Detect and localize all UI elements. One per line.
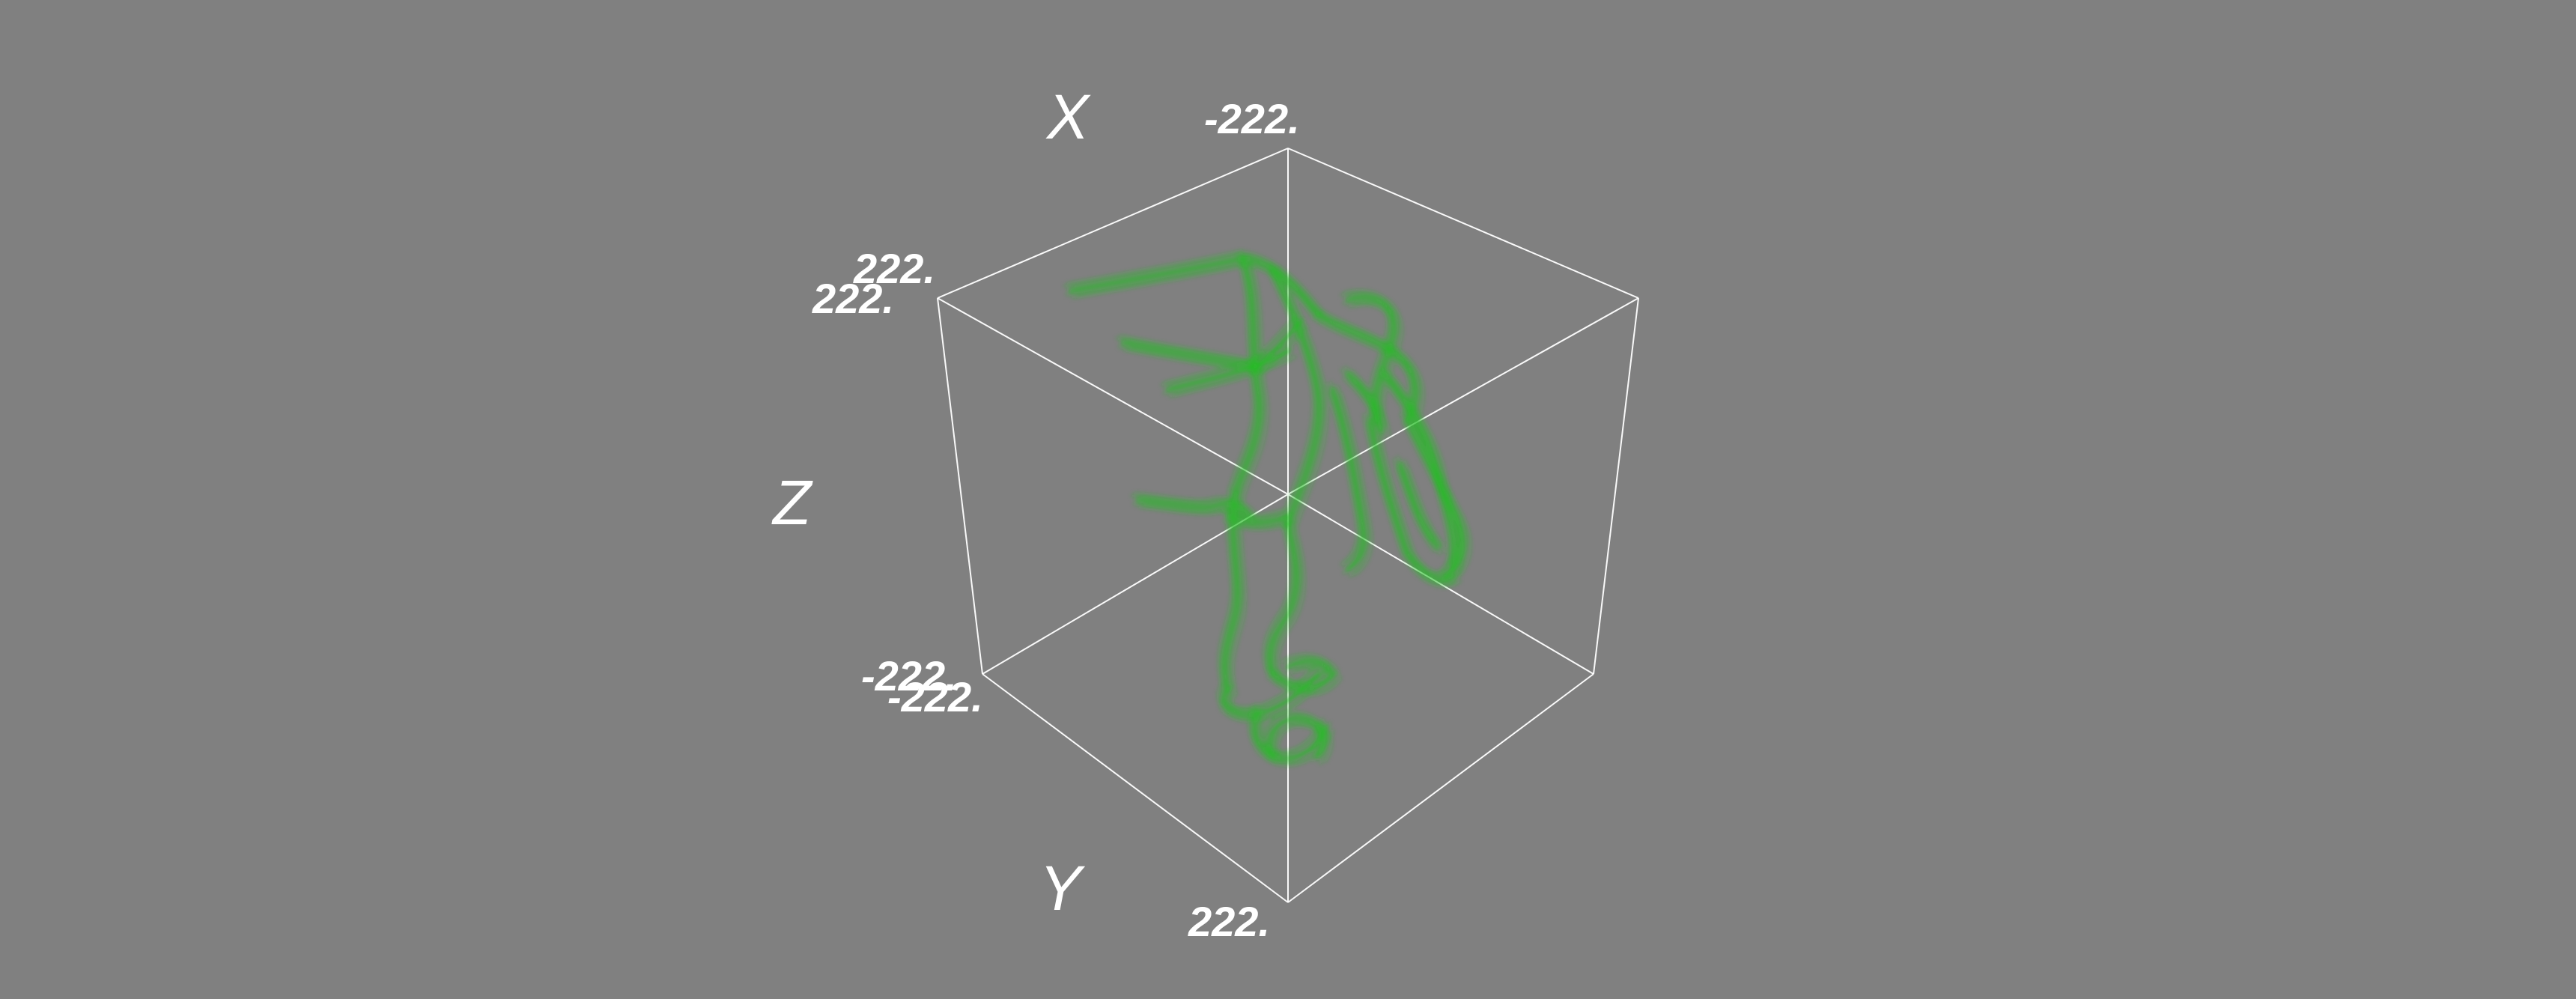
volume-filament [1222, 491, 1241, 692]
volume-filament [1406, 467, 1447, 553]
volume-filament [1276, 722, 1334, 762]
volume-filament [1349, 380, 1385, 439]
volume-filament [1404, 411, 1462, 571]
volume-filament [1349, 303, 1398, 428]
z-axis-tick-bottom-a: -222. [861, 652, 957, 699]
volume-filament [1120, 314, 1298, 362]
volume-filament [1269, 653, 1332, 683]
volume-filament [1163, 354, 1286, 395]
volume-filament [1376, 422, 1462, 586]
volume-filament [1229, 522, 1292, 531]
volume-filament [1397, 456, 1437, 541]
volume-filament [1263, 713, 1320, 753]
volume-filament [1225, 499, 1242, 697]
box-edge-diag-tl [937, 297, 1289, 495]
volume-filament [1230, 497, 1247, 695]
volume-filament [1269, 261, 1319, 519]
volume-filament [1217, 488, 1233, 686]
volume-filament [1242, 261, 1269, 500]
volume-filament [1367, 411, 1452, 574]
volume-filament [1400, 413, 1459, 574]
volume-filament [1224, 508, 1287, 517]
volume-filament [1271, 529, 1301, 682]
volume-filament [1339, 392, 1373, 575]
volume-filament [1232, 250, 1259, 489]
box-edge-left [937, 297, 983, 675]
volume-filament [1171, 347, 1294, 388]
volume-filament [1279, 664, 1342, 694]
volume-filament [1263, 518, 1292, 671]
volume-filament [1414, 422, 1472, 583]
volume-filament [1134, 492, 1250, 511]
z-axis-tick-top-b: 222. [812, 275, 894, 322]
volume-filament [1169, 357, 1292, 398]
volume-filament [1274, 666, 1337, 696]
volume-filament [1345, 294, 1397, 422]
volume-filament [1266, 655, 1328, 685]
x-axis-tick: -222. [1204, 95, 1300, 142]
volume-filament [1131, 494, 1246, 514]
y-axis-label: Y [1039, 853, 1086, 923]
x-axis-label: X [1045, 82, 1091, 152]
volume-filament [1329, 381, 1364, 564]
box-edge-bottom-left [982, 673, 1289, 903]
volume-filament [1228, 252, 1255, 491]
volume-filament [1324, 318, 1425, 425]
box-edge-bottom-right [1287, 673, 1594, 903]
volume-filament [1164, 344, 1287, 384]
volume-filament [1276, 527, 1306, 680]
volume-render [1063, 250, 1472, 767]
volume-filament [1225, 514, 1291, 525]
volume-filament [1403, 422, 1461, 582]
volume-filament [1325, 383, 1360, 566]
z-axis-tick-bottom-b: -222. [887, 673, 983, 720]
y-axis-tick: 222. [1188, 898, 1270, 945]
z-axis-tick-top-a: 222. [853, 245, 935, 292]
volume-filament [1266, 711, 1324, 751]
box-edge-right [1593, 297, 1639, 675]
volume-filament [1363, 413, 1448, 577]
volume-filament [1344, 289, 1394, 414]
volume-filament [1279, 273, 1328, 530]
volume-filament [1344, 366, 1381, 425]
box-edge-top-left [937, 148, 1289, 299]
volume-filament [1236, 264, 1263, 502]
volume-filament [1266, 516, 1296, 669]
volume-filament [1271, 724, 1328, 765]
volume-filament [1067, 250, 1317, 309]
volume-filament [1266, 264, 1315, 521]
volume-filament [1072, 264, 1322, 323]
box-edge-top-right [1287, 148, 1639, 299]
z-axis-label: Z [771, 467, 813, 538]
volume-filament [1354, 300, 1403, 425]
